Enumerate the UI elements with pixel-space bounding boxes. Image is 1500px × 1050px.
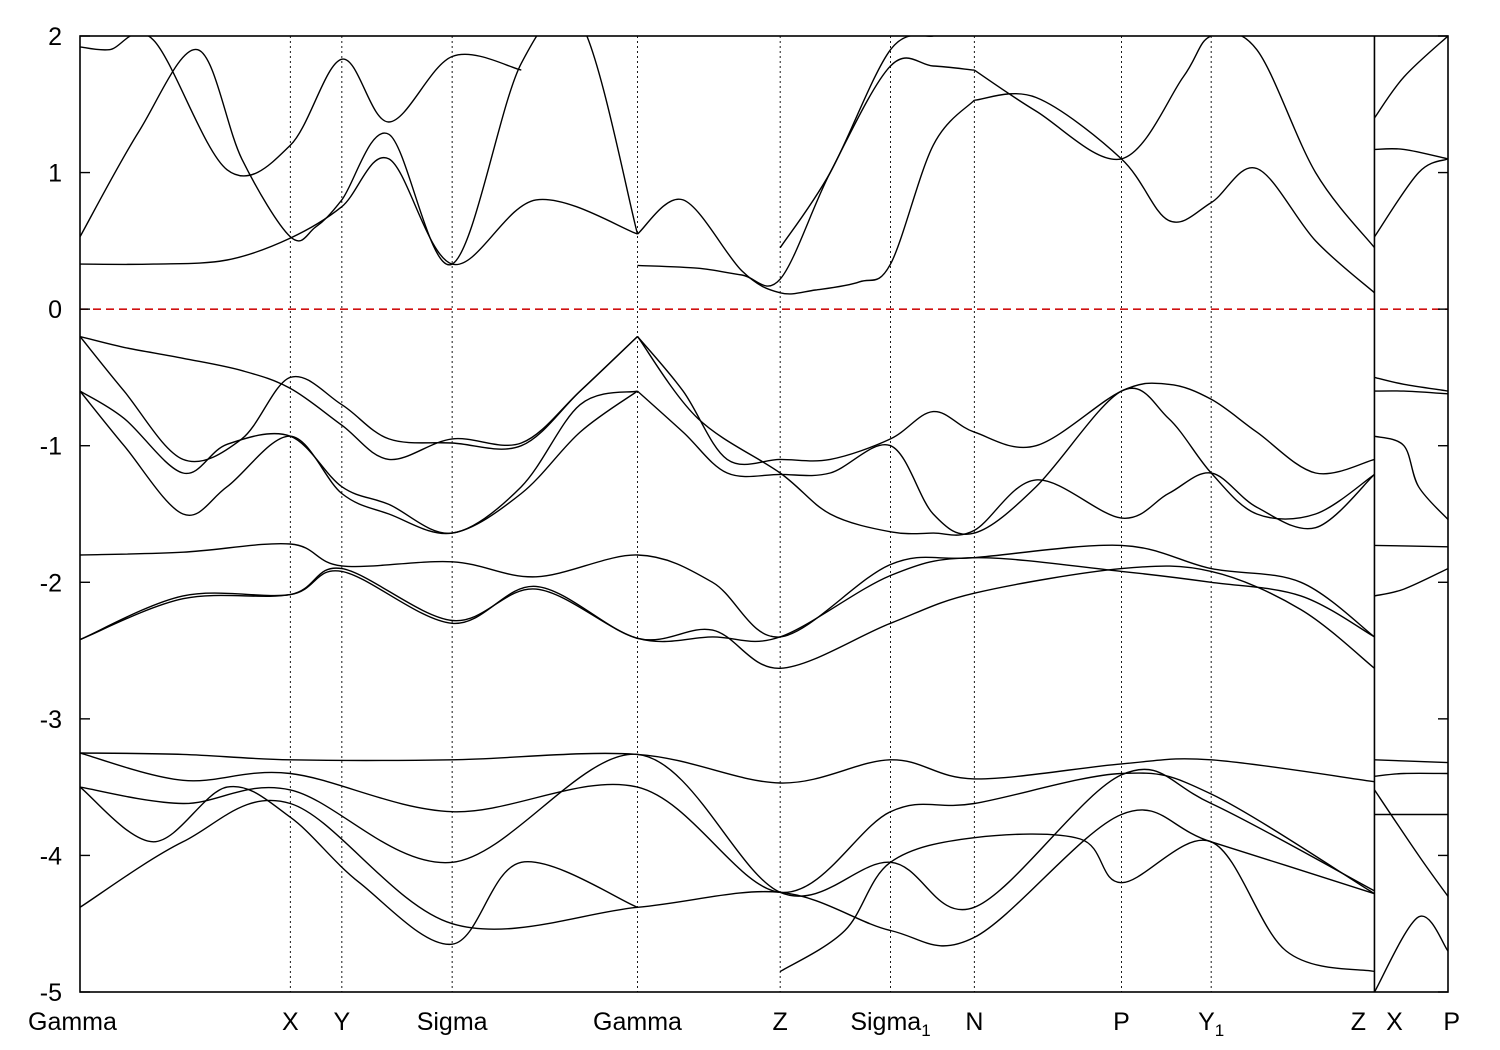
band-line-18 [636, 336, 1375, 536]
y-axis: 2 1 0 -1 -2 -3 -4 -5 [40, 23, 1448, 1007]
kpoint-label-sigma: Sigma [417, 1008, 488, 1036]
band-line-31 [80, 785, 638, 945]
band-line-33 [1374, 759, 1448, 764]
kpoint-label-x-2: X [1386, 1008, 1403, 1036]
kpoint-label-gamma-1: Gamma [28, 1008, 117, 1036]
band-line-2 [637, 99, 975, 295]
band-line-23 [80, 565, 1375, 670]
band-line-17 [636, 336, 1375, 475]
y-tick-label: -5 [40, 979, 62, 1007]
band-line-27 [80, 752, 1375, 784]
band-line-6 [637, 57, 975, 287]
kpoint-lines [289, 36, 1212, 992]
kpoint-label-x-1: X [282, 1008, 299, 1036]
band-line-14 [80, 390, 638, 534]
band-line-5 [80, 36, 522, 177]
kpoint-label-n: N [965, 1008, 983, 1036]
band-line-24 [80, 556, 1375, 643]
y-tick-label: -4 [40, 842, 62, 870]
band-line-21 [1374, 435, 1448, 520]
band-line-4 [80, 36, 639, 266]
kpoint-label-z-2: Z [1351, 1008, 1366, 1036]
band-line-26 [1374, 567, 1448, 597]
y-tick-label: -2 [40, 569, 62, 597]
y-tick-label: 1 [48, 160, 62, 188]
band-line-16 [637, 387, 1375, 535]
band-line-22 [80, 542, 1375, 638]
kpoint-label-gamma-2: Gamma [593, 1008, 682, 1036]
kpoint-label-y-1: Y [333, 1008, 350, 1036]
kpoint-label-z-1: Z [773, 1008, 788, 1036]
y-tick-label: -3 [40, 706, 62, 734]
band-line-9 [1373, 158, 1448, 238]
band-line-30 [80, 799, 1375, 947]
band-line-8 [973, 36, 1376, 249]
kpoint-label-p-1: P [1113, 1008, 1130, 1036]
x-axis-kpoint-labels: Gamma X Y Sigma Gamma Z Sigma1 N P Y1 Z X P [28, 1008, 1460, 1040]
band-line-37 [1373, 915, 1448, 992]
y-tick-label: 0 [48, 296, 62, 324]
band-line-36 [1373, 789, 1448, 897]
band-line-1 [80, 156, 638, 266]
band-line-20 [1374, 390, 1448, 395]
kpoint-label-p-2: P [1443, 1008, 1460, 1036]
band-line-32 [779, 833, 1375, 973]
band-line-34 [1374, 772, 1448, 777]
band-line-12 [80, 335, 638, 463]
band-line-13 [80, 335, 638, 461]
band-line-7 [779, 36, 934, 249]
band-line-29 [80, 753, 1375, 911]
band-line-28 [80, 752, 1375, 895]
band-line-19 [1374, 376, 1448, 392]
plot-frame [79, 35, 1449, 993]
kpoint-label-sigma1: Sigma1 [850, 1008, 930, 1040]
y-tick-label: 2 [48, 23, 62, 51]
band-lines [80, 36, 1448, 992]
band-line-11 [1374, 147, 1448, 160]
kpoint-label-y1: Y1 [1198, 1008, 1224, 1040]
band-line-15 [80, 390, 638, 535]
band-line-3 [974, 93, 1375, 294]
band-line-25 [1374, 544, 1448, 548]
y-tick-label: -1 [40, 433, 62, 461]
band-line-10 [1373, 36, 1448, 119]
